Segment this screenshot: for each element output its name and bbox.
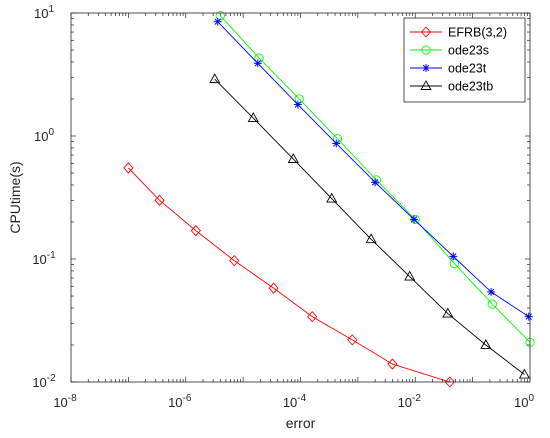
y-tick-label: 10-1 — [32, 250, 56, 267]
legend-marker — [422, 64, 430, 72]
x-tick-label: 10-4 — [283, 393, 307, 410]
data-point — [442, 307, 454, 318]
series-line — [214, 78, 525, 375]
data-point — [480, 339, 492, 349]
y-tick-label: 101 — [34, 4, 54, 21]
legend-marker — [420, 80, 432, 90]
legend-label: EFRB(3,2) — [448, 26, 507, 40]
y-tick-label: 100 — [34, 127, 54, 144]
axis-ticks — [70, 12, 531, 383]
legend-item: EFRB(3,2) — [410, 26, 507, 40]
data-point — [293, 100, 302, 109]
y-axis-label: CPUtime(s) — [7, 161, 23, 233]
data-point — [409, 215, 418, 224]
data-point — [215, 11, 225, 21]
data-point — [365, 233, 377, 244]
data-point — [154, 194, 165, 206]
data-point — [404, 270, 416, 281]
x-tick-label: 10-6 — [168, 393, 192, 410]
data-point — [449, 252, 458, 261]
legend-item: ode23tb — [410, 80, 493, 94]
data-point — [247, 112, 259, 122]
series-3 — [209, 73, 531, 379]
data-point — [229, 254, 240, 267]
x-tick-label: 10-2 — [398, 393, 422, 410]
data-point — [287, 153, 299, 163]
legend-label: ode23tb — [448, 80, 493, 94]
data-point — [487, 287, 496, 296]
series-2 — [213, 17, 533, 321]
data-point — [213, 17, 222, 26]
series-line — [128, 167, 450, 383]
data-point — [123, 162, 134, 174]
series-0 — [123, 162, 455, 388]
legend-marker — [421, 45, 431, 55]
data-point — [487, 299, 497, 309]
data-point — [209, 73, 221, 84]
data-point — [387, 358, 398, 370]
data-point — [253, 59, 262, 68]
legend-item: ode23t — [410, 62, 487, 76]
data-point — [307, 310, 318, 323]
legend: EFRB(3,2) ode23s ode23t ode23tb — [403, 17, 526, 103]
data-point — [371, 178, 380, 187]
legend-label: ode23t — [448, 62, 487, 76]
legend-marker — [420, 26, 432, 38]
data-point — [444, 376, 455, 388]
tick-labels: 10-8 10-6 10-4 10-2 100 10-2 10-1 100 101 — [32, 4, 534, 410]
series-line — [219, 15, 531, 343]
x-tick-label: 100 — [514, 393, 534, 410]
y-tick-label: 10-2 — [32, 373, 56, 390]
legend-item: ode23s — [410, 44, 489, 58]
data-point — [326, 192, 338, 203]
x-tick-label: 10-8 — [53, 393, 77, 410]
data-point — [518, 368, 531, 379]
data-point — [332, 139, 341, 148]
data-point — [190, 224, 201, 237]
data-point — [524, 312, 533, 321]
legend-label: ode23s — [448, 44, 489, 58]
x-axis-label: error — [286, 415, 316, 431]
data-point — [347, 334, 358, 346]
data-point — [268, 282, 279, 294]
data-point — [449, 258, 459, 269]
